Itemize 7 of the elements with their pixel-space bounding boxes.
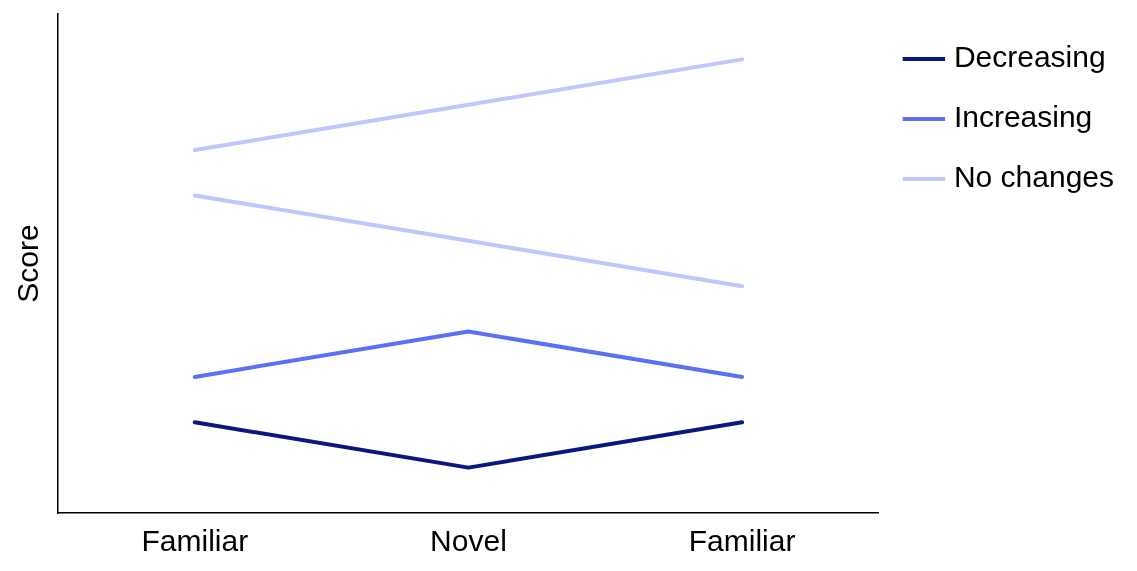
legend-label: Increasing — [953, 100, 1093, 134]
x-tick-label: Novel — [430, 524, 507, 558]
x-tick-label: Familiar — [141, 524, 249, 558]
x-tick-label: Familiar — [688, 524, 796, 558]
legend-label: Decreasing — [953, 40, 1106, 74]
y-axis-title: Score — [11, 224, 45, 303]
legend-label: No changes — [953, 160, 1114, 194]
